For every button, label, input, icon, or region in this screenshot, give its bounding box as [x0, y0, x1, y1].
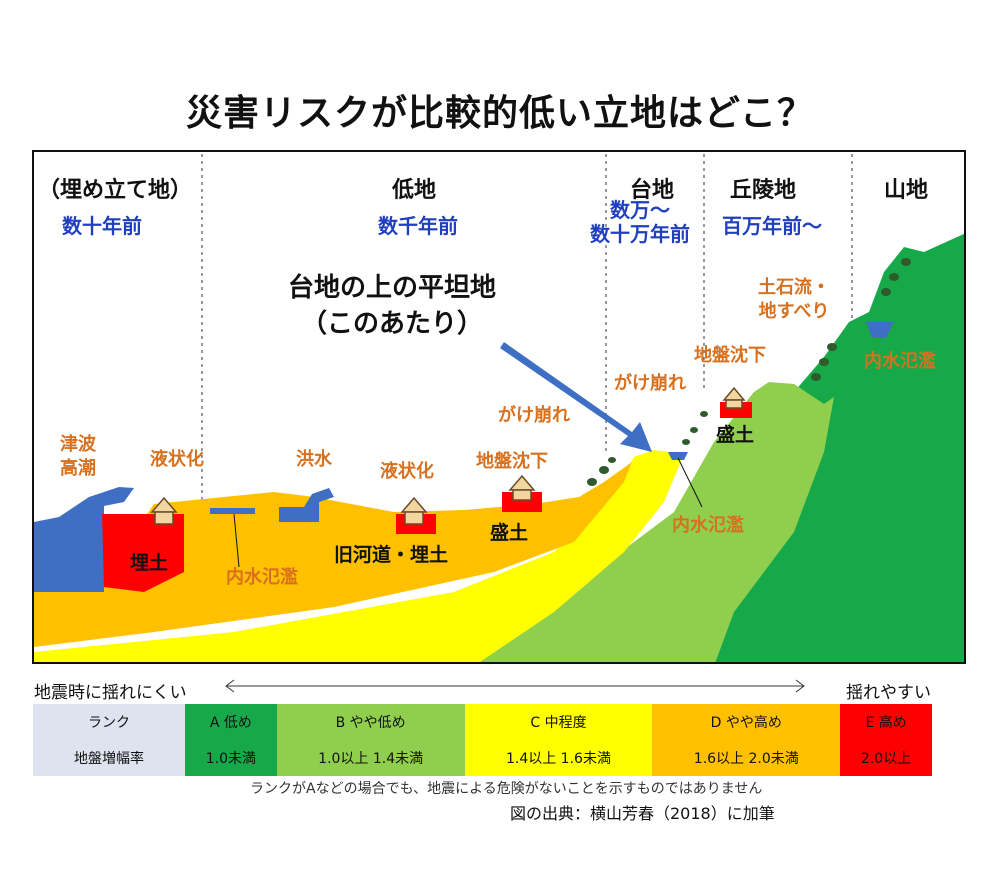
callout-text: 台地の上の平坦地 （このあたり）: [288, 273, 497, 339]
age-reclaimed: 数十年前: [62, 214, 142, 238]
rank-table: ランク A 低め B やや低め C 中程度 D やや高め E 高め 地盤増幅率 …: [33, 704, 932, 776]
region-dividers: [201, 154, 853, 532]
hazard-cliff-1: がけ崩れ: [498, 405, 570, 426]
age-plateau: 数万～ 数十万年前: [590, 198, 690, 246]
rank-cell-e: E 高め: [840, 704, 932, 740]
page-title: 災害リスクが比較的低い立地はどこ？: [186, 93, 814, 134]
rate-cell-e: 2.0以上: [840, 740, 932, 776]
rock-icons: [587, 258, 911, 486]
axis-arrow: [225, 679, 805, 693]
landfill-label: 埋土: [130, 552, 169, 574]
source-credit: 図の出典：横山芳春（2018）に加筆: [510, 804, 775, 823]
rank-cell-d: D やや高め: [652, 704, 841, 740]
pool-flood: [279, 488, 334, 522]
hazard-inundation-3: 内水氾濫: [864, 351, 936, 372]
region-mountain: 山地: [884, 178, 929, 203]
rank-cell-b: B やや低め: [276, 704, 465, 740]
hills-layer: [479, 382, 834, 662]
hazard-cliff-2: がけ崩れ: [614, 373, 686, 394]
sea-water: [34, 487, 134, 592]
region-lowland: 低地: [392, 178, 437, 203]
fill-label-hills: 盛土: [716, 424, 755, 446]
rank-cell-c: C 中程度: [464, 704, 653, 740]
hazard-liquefaction-1: 液状化: [150, 449, 204, 470]
lowland-layer: [34, 462, 632, 647]
rank-header: ランク: [33, 704, 185, 740]
hazard-subsidence-2: 地盤沈下: [694, 345, 766, 366]
rate-row: 地盤増幅率 1.0未満 1.0以上 1.4未満 1.4以上 1.6未満 1.6以…: [33, 740, 932, 776]
fill-block-lowland: [502, 492, 542, 512]
hazard-liquefaction-2: 液状化: [380, 461, 434, 482]
rate-header: 地盤増幅率: [33, 740, 185, 776]
hazard-subsidence-1: 地盤沈下: [476, 451, 548, 472]
hazard-debris-flow: 土石流・ 地すべり: [758, 277, 830, 322]
fill-label-lowland: 盛土: [490, 522, 529, 544]
region-hills: 丘陵地: [730, 178, 797, 203]
rate-cell-c: 1.4以上 1.6未満: [464, 740, 653, 776]
hazard-inundation-1: 内水氾濫: [226, 567, 298, 588]
region-plateau: 台地: [630, 178, 675, 203]
rank-row: ランク A 低め B やや低め C 中程度 D やや高め E 高め: [33, 704, 932, 740]
pool-plateau: [668, 452, 688, 460]
pool-mountain: [866, 322, 894, 338]
pool-lowland: [210, 508, 255, 514]
hazard-flood: 洪水: [296, 449, 332, 470]
hazard-tsunami: 津波 高潮: [60, 434, 96, 479]
axis-right-label: 揺れやすい: [846, 683, 931, 703]
rank-cell-a: A 低め: [185, 704, 277, 740]
old-river-label: 旧河道・埋土: [334, 544, 449, 566]
age-hills: 百万年前～: [722, 214, 822, 238]
age-lowland: 数千年前: [378, 214, 458, 238]
plateau-layer: [34, 450, 684, 662]
pointer-lines: [233, 457, 703, 568]
rate-cell-b: 1.0以上 1.4未満: [276, 740, 465, 776]
disclaimer-note: ランクがAなどの場合でも、地震による危険がないことを示すものではありません: [250, 781, 763, 797]
axis-left-label: 地震時に揺れにくい: [34, 683, 187, 703]
diagram-frame: [32, 150, 966, 664]
house-icon: [150, 386, 746, 525]
rate-cell-d: 1.6以上 2.0未満: [652, 740, 841, 776]
region-reclaimed: （埋め立て地）: [38, 178, 193, 203]
rate-cell-a: 1.0未満: [185, 740, 277, 776]
callout-arrow: [500, 342, 652, 452]
terrain-illustration: [34, 154, 964, 662]
hazard-inundation-2: 内水氾濫: [672, 515, 744, 536]
landfill-block: [102, 514, 184, 592]
